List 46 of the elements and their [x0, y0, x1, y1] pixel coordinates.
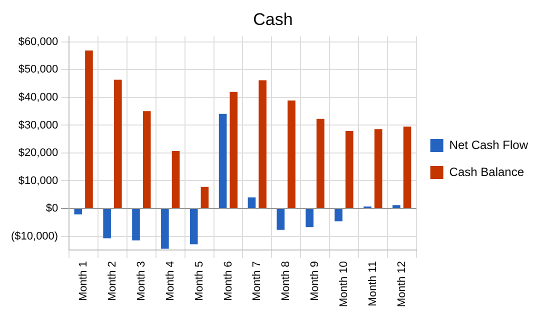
bar [276, 209, 285, 230]
y-tick-label: $30,000 [18, 119, 58, 132]
bar [306, 209, 314, 228]
y-tick-label: $10,000 [18, 174, 58, 187]
y-tick-label: ($10,000) [10, 230, 58, 242]
x-tick-label: Month 12 [396, 261, 408, 308]
bar [288, 100, 296, 208]
bar [190, 209, 198, 244]
bar [132, 209, 140, 240]
bar [85, 50, 93, 208]
bar [218, 114, 227, 208]
x-tick-label: Month 6 [222, 261, 234, 301]
y-tick-label: $60,000 [18, 36, 58, 48]
bar [142, 111, 151, 208]
bar [248, 197, 256, 208]
bar [374, 129, 382, 208]
x-tick-label: Month 2 [106, 261, 119, 301]
x-tick-label: Month 11 [366, 261, 379, 306]
y-tick-label: $20,000 [18, 147, 58, 160]
bar [316, 118, 324, 208]
bar [114, 80, 122, 208]
y-tick-label: $40,000 [18, 92, 58, 104]
x-tick-label: Month 1 [78, 261, 90, 301]
legend-label: Cash Balance [449, 164, 524, 179]
x-tick-label: Month 10 [338, 261, 350, 308]
y-tick-label: $0 [46, 202, 58, 215]
bar [403, 126, 412, 208]
bar [334, 209, 342, 222]
legend-label: Net Cash Flow [449, 138, 528, 152]
x-tick-label: Month 7 [251, 261, 264, 301]
bar [392, 205, 400, 208]
x-tick-label: Month 9 [309, 261, 322, 301]
y-tick-label: $50,000 [18, 64, 58, 76]
x-tick-label: Month 4 [164, 261, 176, 301]
bar [200, 186, 209, 208]
bar [103, 209, 111, 238]
bar [230, 92, 238, 208]
chart-title: Cash [253, 10, 293, 29]
bar [258, 80, 266, 208]
x-tick-label: Month 3 [135, 261, 148, 301]
bar [161, 209, 169, 249]
bar [172, 151, 180, 208]
bar [345, 131, 354, 208]
x-tick-label: Month 5 [193, 261, 206, 301]
bar [74, 209, 82, 214]
x-tick-label: Month 8 [280, 261, 292, 301]
